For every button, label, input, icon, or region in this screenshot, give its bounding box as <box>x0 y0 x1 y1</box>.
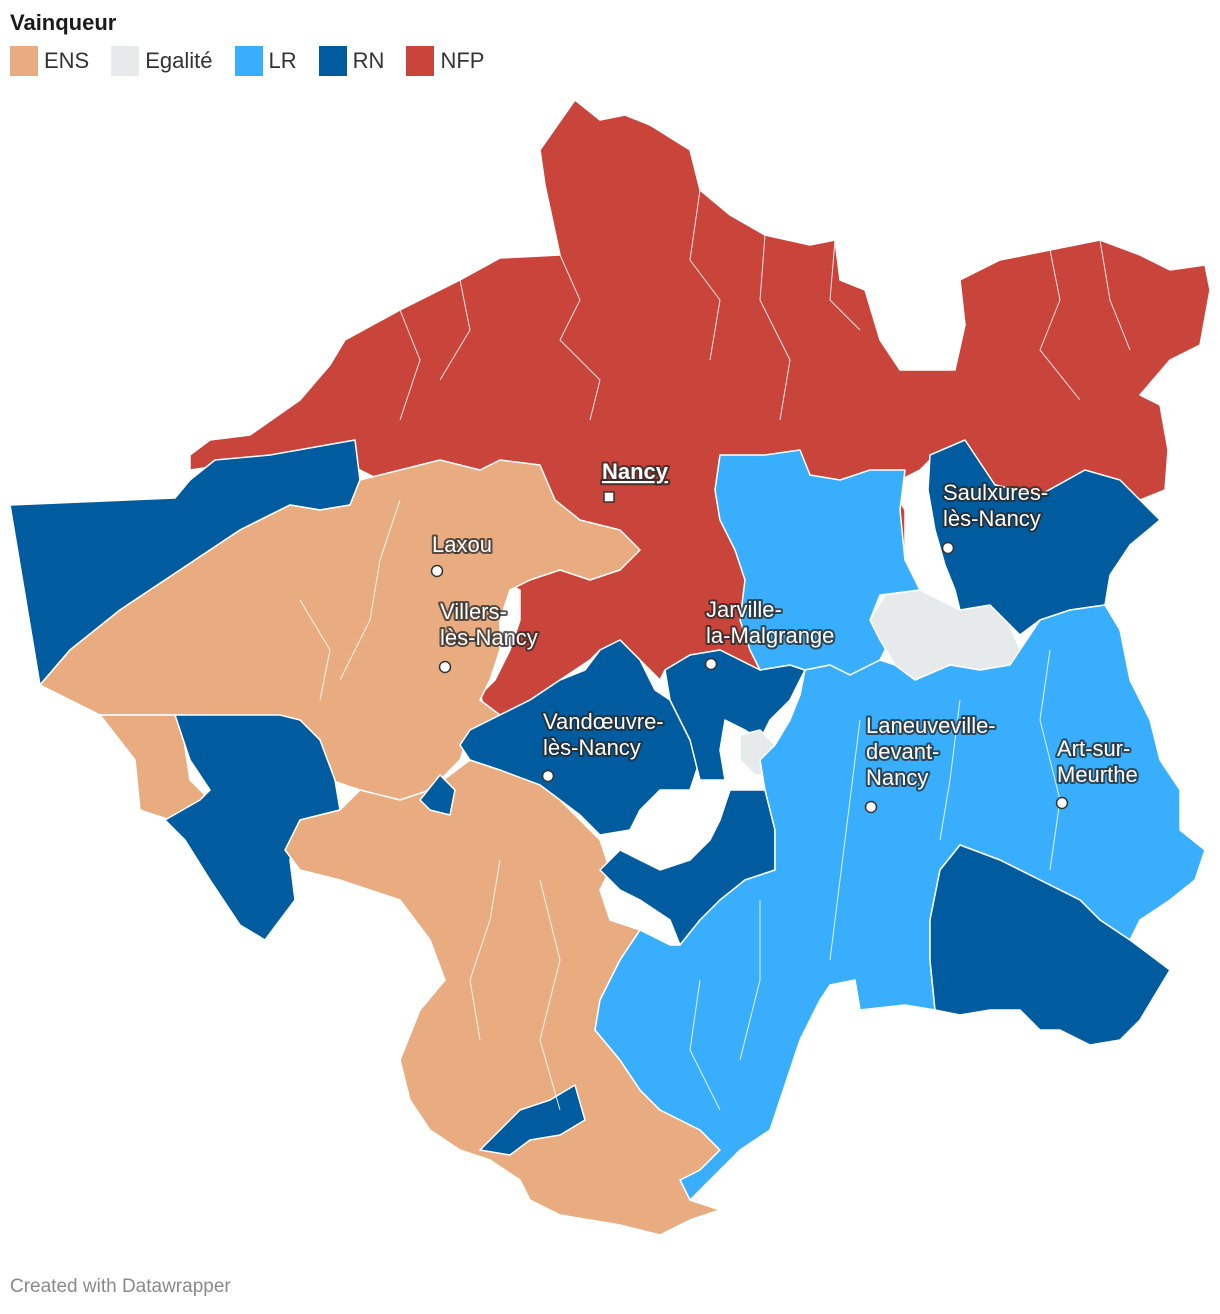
attribution-footer[interactable]: Created with Datawrapper <box>10 1276 231 1297</box>
legend-swatch-nfp <box>406 46 435 76</box>
city-label-vandoeuvre[interactable]: Vandœuvre-lès-Nancy <box>541 707 666 762</box>
legend-item-egalite[interactable]: Egalité <box>111 46 213 76</box>
city-label-laxou[interactable]: Laxou <box>430 530 494 559</box>
legend-label-lr: LR <box>268 48 297 73</box>
city-marker-villers[interactable] <box>438 660 452 674</box>
legend-label-rn: RN <box>352 48 385 73</box>
legend: ENS Egalité LR RN NFP <box>10 46 506 76</box>
region-rn-south-small[interactable] <box>479 1084 586 1156</box>
region-rn-southwest[interactable] <box>164 714 341 941</box>
city-marker-nancy[interactable] <box>603 491 615 503</box>
legend-title: Vainqueur <box>10 10 117 35</box>
legend-swatch-rn <box>318 46 347 76</box>
legend-swatch-lr <box>234 46 263 76</box>
city-marker-jarville[interactable] <box>704 657 718 671</box>
legend-item-rn[interactable]: RN <box>318 46 385 76</box>
city-label-saulxures[interactable]: Saulxures-lès-Nancy <box>941 478 1050 533</box>
city-marker-laxou[interactable] <box>430 564 444 578</box>
city-marker-saulxures[interactable] <box>941 541 955 555</box>
region-lr-northeast[interactable] <box>714 449 921 676</box>
city-marker-laneuveville[interactable] <box>864 800 878 814</box>
city-label-laneuveville[interactable]: Laneuveville-devant-Nancy <box>864 711 998 792</box>
legend-item-lr[interactable]: LR <box>234 46 297 76</box>
legend-item-nfp[interactable]: NFP <box>406 46 484 76</box>
city-label-art-sur-meurthe[interactable]: Art-sur-Meurthe <box>1055 734 1140 789</box>
city-marker-art-sur-meurthe[interactable] <box>1055 796 1069 810</box>
legend-label-nfp: NFP <box>440 48 485 73</box>
city-label-nancy[interactable]: Nancy <box>600 457 671 486</box>
legend-swatch-ens <box>10 46 38 76</box>
legend-item-ens[interactable]: ENS <box>10 46 89 76</box>
legend-label-egalite: Egalité <box>145 48 213 73</box>
region-lr-east[interactable] <box>594 604 1206 1201</box>
city-label-villers[interactable]: Villers-lès-Nancy <box>438 597 540 652</box>
region-rn-southeast[interactable] <box>929 844 1171 1046</box>
region-rn-west-small[interactable] <box>419 774 456 816</box>
city-marker-vandoeuvre[interactable] <box>541 769 555 783</box>
legend-label-ens: ENS <box>44 48 90 73</box>
legend-swatch-egalite <box>111 46 140 76</box>
city-label-jarville[interactable]: Jarville-la-Malgrange <box>704 595 836 650</box>
